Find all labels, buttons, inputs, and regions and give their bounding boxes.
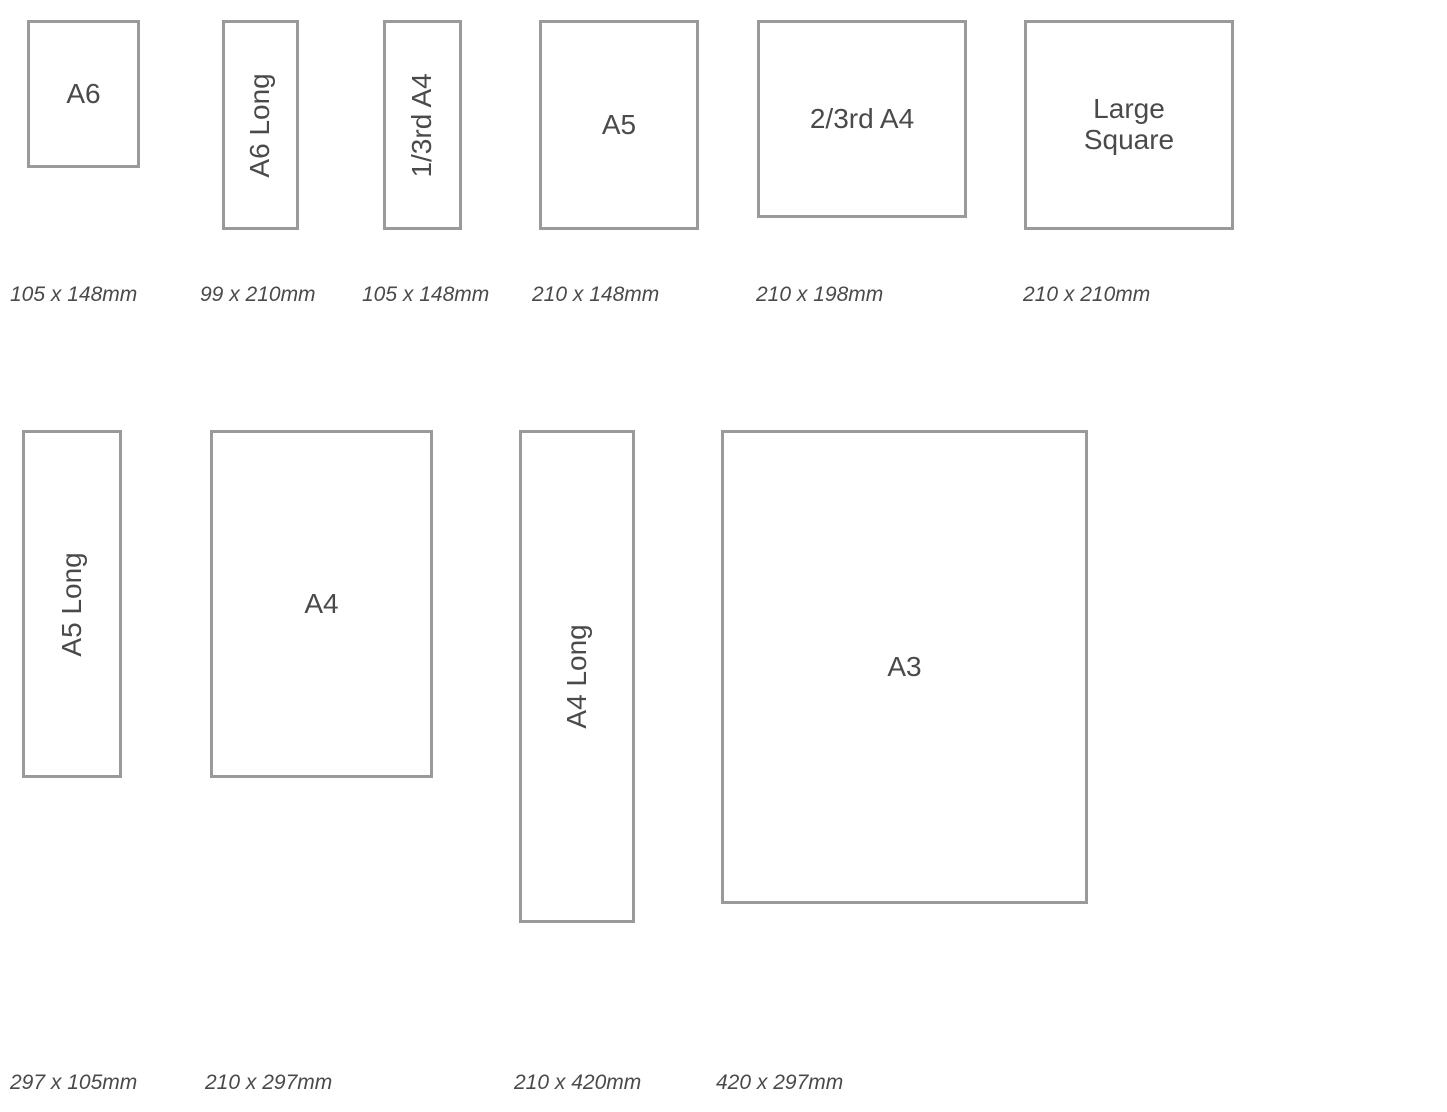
size-box-third-a4: 1/3rd A4 bbox=[383, 20, 462, 230]
size-label-a4: A4 bbox=[304, 589, 338, 620]
size-box-large-square: Large Square bbox=[1024, 20, 1234, 230]
size-dimensions-large-square: 210 x 210mm bbox=[1023, 283, 1150, 307]
size-box-a6-long: A6 Long bbox=[222, 20, 299, 230]
size-label-a5-long: A5 Long bbox=[57, 552, 88, 656]
size-label-a3: A3 bbox=[887, 652, 921, 683]
size-dimensions-two-third-a4: 210 x 198mm bbox=[756, 283, 883, 307]
size-label-two-third-a4: 2/3rd A4 bbox=[810, 104, 914, 135]
size-box-a4: A4 bbox=[210, 430, 433, 778]
size-dimensions-third-a4: 105 x 148mm bbox=[362, 283, 489, 307]
size-label-a5: A5 bbox=[602, 110, 636, 141]
size-dimensions-a4: 210 x 297mm bbox=[205, 1071, 332, 1095]
size-dimensions-a3: 420 x 297mm bbox=[716, 1071, 843, 1095]
size-box-two-third-a4: 2/3rd A4 bbox=[757, 20, 967, 218]
size-label-a6: A6 bbox=[66, 79, 100, 110]
paper-size-diagram: A6 105 x 148mm A6 Long 99 x 210mm 1/3rd A4 10… bbox=[10, 10, 1447, 1102]
size-box-a5: A5 bbox=[539, 20, 699, 230]
size-dimensions-a5: 210 x 148mm bbox=[532, 283, 659, 307]
size-label-a6-long: A6 Long bbox=[245, 73, 276, 177]
size-box-a4-long: A4 Long bbox=[519, 430, 635, 923]
size-label-a4-long: A4 Long bbox=[562, 624, 593, 728]
size-box-a5-long: A5 Long bbox=[22, 430, 122, 778]
size-dimensions-a4-long: 210 x 420mm bbox=[514, 1071, 641, 1095]
size-dimensions-a5-long: 297 x 105mm bbox=[10, 1071, 137, 1095]
size-dimensions-a6-long: 99 x 210mm bbox=[200, 283, 316, 307]
size-label-large-square: Large Square bbox=[1084, 94, 1174, 156]
size-box-a3: A3 bbox=[721, 430, 1088, 904]
size-label-third-a4: 1/3rd A4 bbox=[407, 73, 438, 177]
size-dimensions-a6: 105 x 148mm bbox=[10, 283, 137, 307]
size-box-a6: A6 bbox=[27, 20, 140, 168]
